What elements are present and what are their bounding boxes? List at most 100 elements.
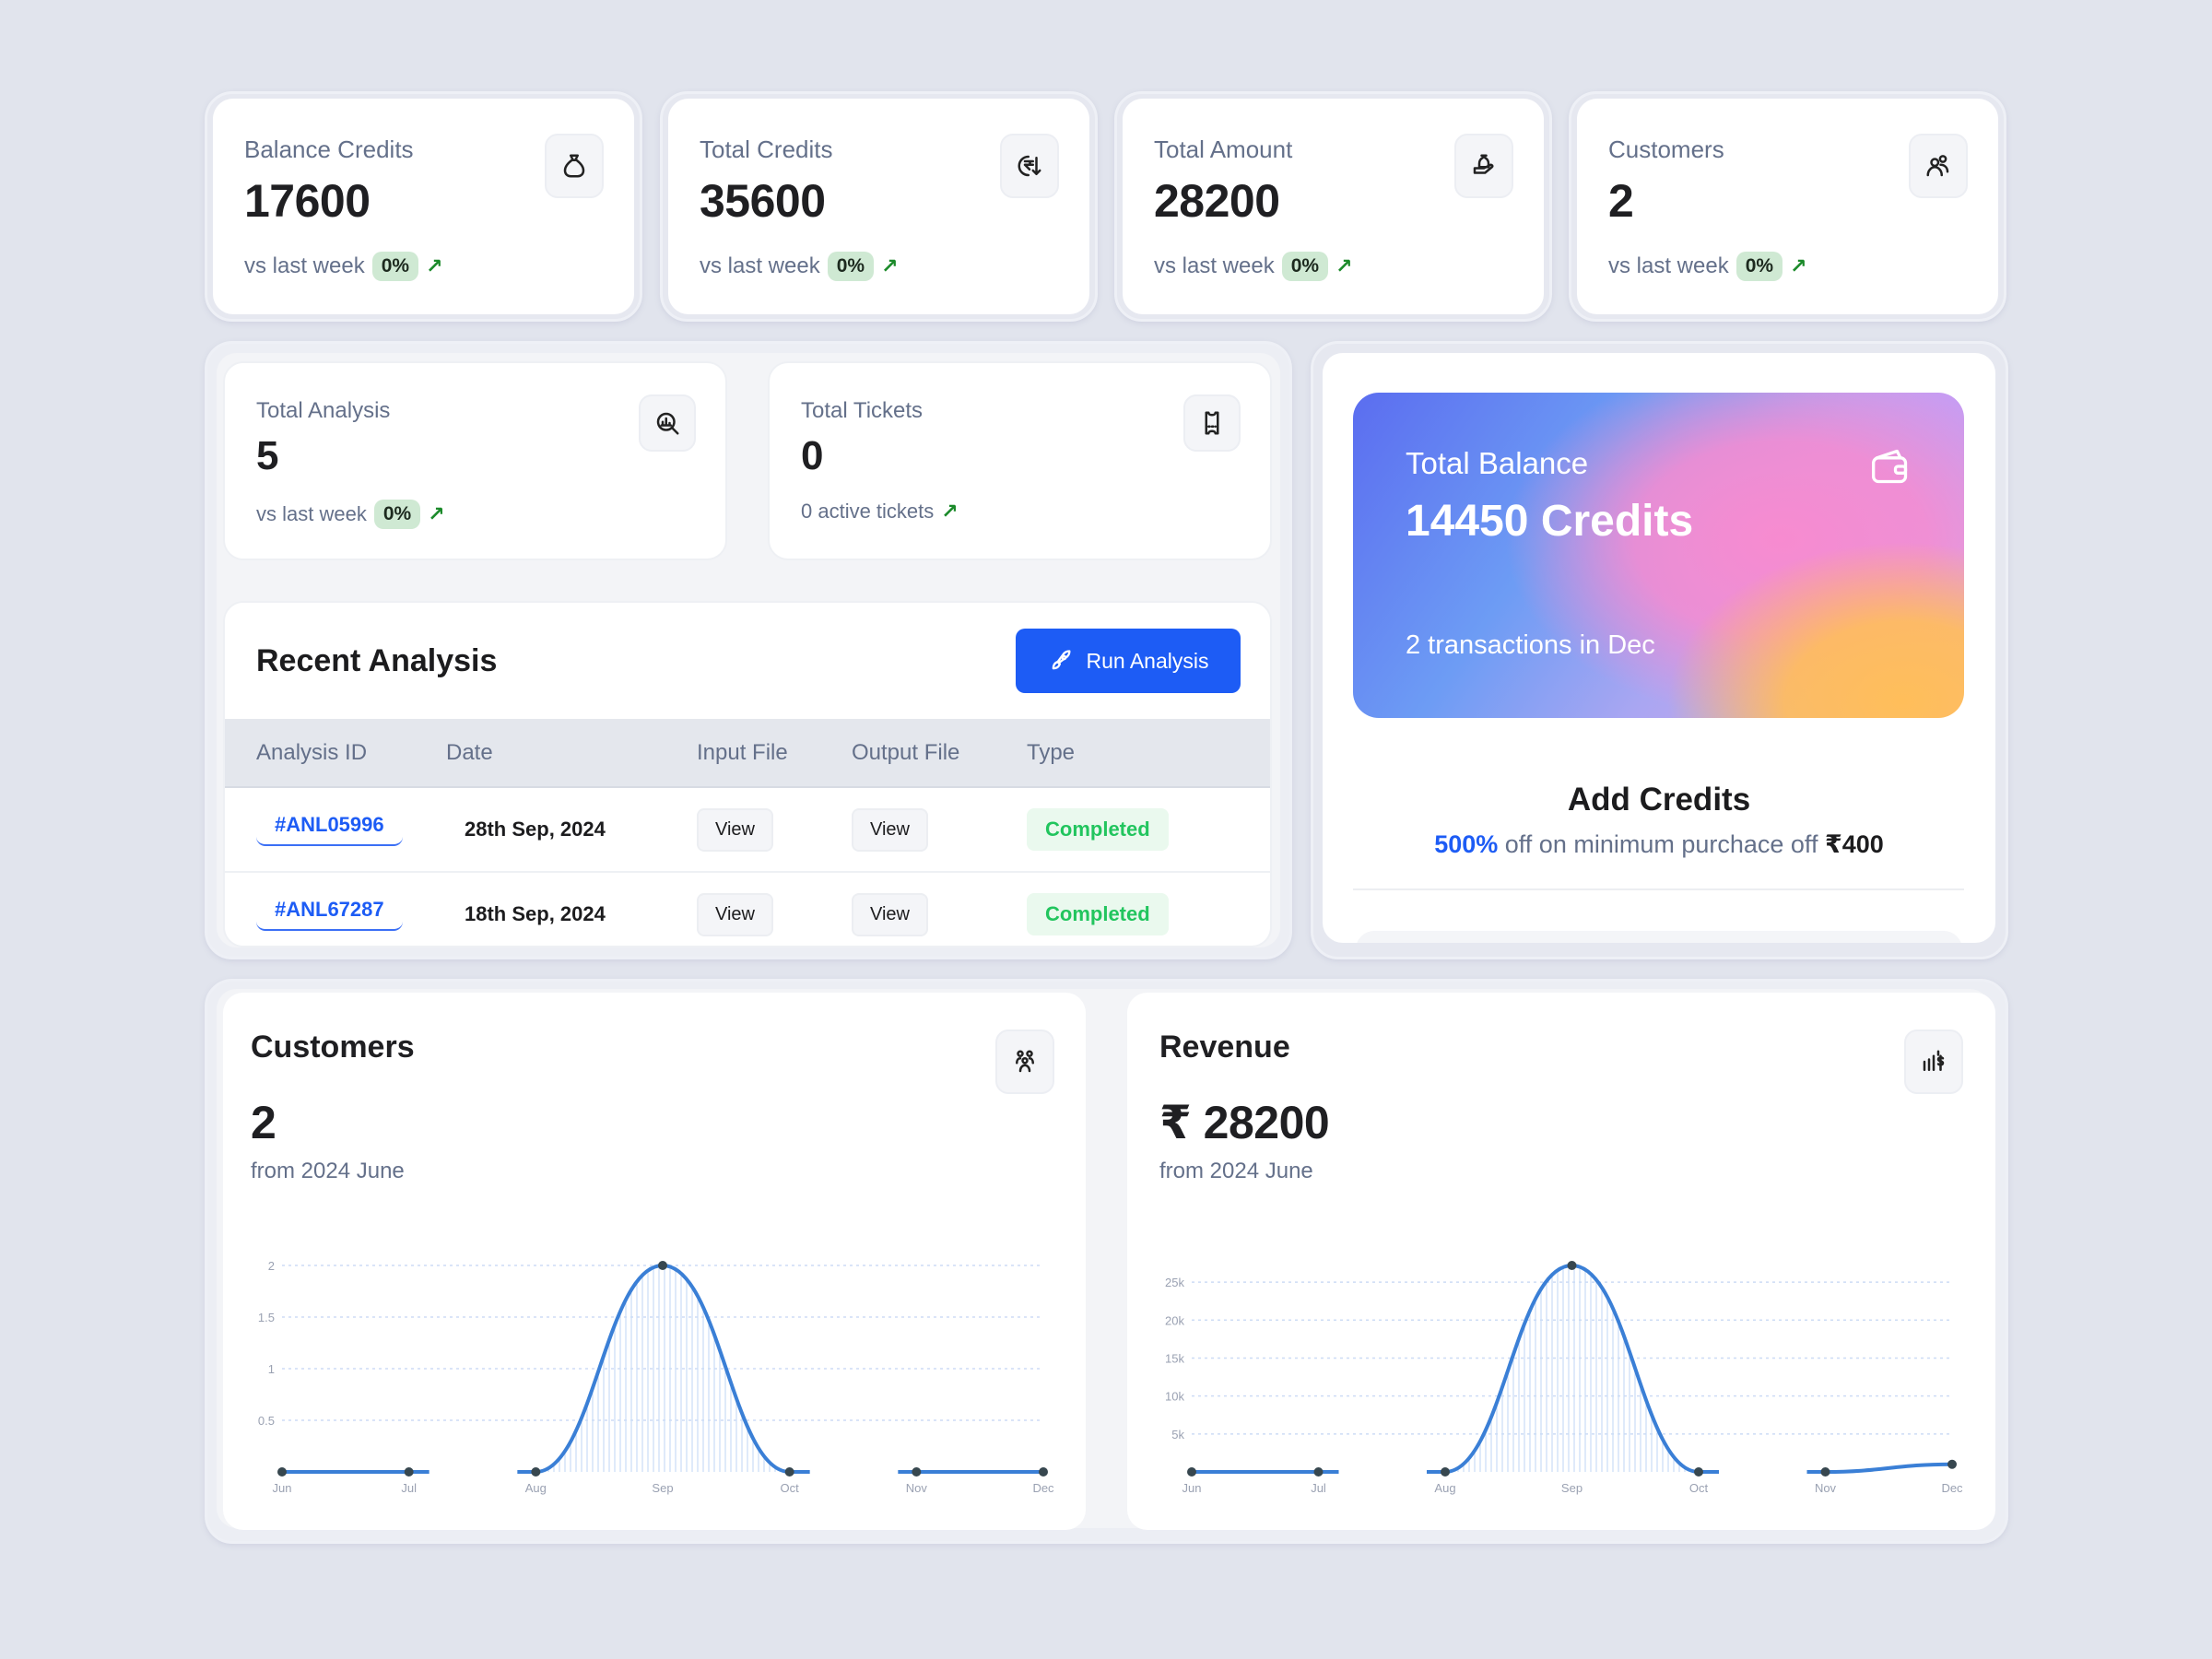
customers-chart-title: Customers [251,1030,415,1065]
col-input-file: Input File [697,719,852,788]
balance-value: 14450 Credits [1406,497,1694,546]
customers-chart-subtitle: from 2024 June [251,1159,405,1183]
view-output-button[interactable]: View [852,807,928,852]
total-amount-card: Total Amount 28200 vs last week 0% ↗ [1123,99,1544,314]
view-input-button[interactable]: View [697,892,773,936]
total-tickets-icon-button[interactable] [1183,394,1241,452]
recent-analysis-title: Recent Analysis [256,643,498,678]
svg-text:20k: 20k [1165,1313,1184,1327]
total-credits-card: Total Credits 35600 vs last week 0% ↗ [668,99,1089,314]
svg-text:5k: 5k [1171,1428,1184,1441]
balance-transactions: 2 transactions in Dec [1406,630,1655,660]
total-tickets-trend-text: 0 active tickets [801,500,935,523]
customers-label: Customers [1608,135,1724,163]
trend-up-arrow-icon: ↗ [941,500,959,523]
svg-text:Oct: Oct [781,1481,800,1495]
customers-trend: vs last week 0% ↗ [1608,252,1807,281]
hand-money-icon [1473,154,1494,174]
col-date: Date [446,719,697,788]
svg-text:Jun: Jun [273,1481,292,1495]
col-type: Type [1027,719,1270,788]
run-analysis-button[interactable]: Run Analysis [1016,629,1241,693]
balance-credits-label: Balance Credits [244,135,414,163]
view-output-button[interactable]: View [852,892,928,936]
total-analysis-trend-badge: 0% [373,500,421,529]
svg-text:Jun: Jun [1182,1481,1202,1495]
revenue-chart-icon-button[interactable] [1904,1030,1963,1094]
svg-text:10k: 10k [1165,1390,1184,1404]
offer-amount: ₹400 [1824,830,1884,858]
trend-up-arrow-icon: ↗ [428,502,445,525]
status-badge: Completed [1027,808,1169,851]
status-badge: Completed [1027,893,1169,935]
svg-text:1.5: 1.5 [258,1311,275,1324]
customers-card: Customers 2 vs last week 0% ↗ [1577,99,1998,314]
total-credits-trend-badge: 0% [827,252,875,281]
svg-text:Jul: Jul [1311,1481,1326,1495]
svg-text:Jul: Jul [401,1481,417,1495]
run-analysis-label: Run Analysis [1086,648,1209,673]
rupee-down-icon [1018,155,1041,177]
analysis-date: 28th Sep, 2024 [446,787,697,873]
trend-up-arrow-icon: ↗ [881,254,899,277]
svg-text:2: 2 [268,1259,275,1273]
svg-text:Aug: Aug [1434,1481,1455,1495]
svg-text:0.5: 0.5 [258,1414,275,1428]
customers-trend-text: vs last week [1608,253,1729,278]
svg-text:1: 1 [268,1362,275,1376]
total-tickets-card: Total Tickets 0 0 active tickets ↗ [768,361,1272,560]
revenue-chart-subtitle: from 2024 June [1159,1159,1313,1183]
revenue-chart-title: Revenue [1159,1030,1290,1065]
balance-credits-value: 17600 [244,175,371,227]
total-analysis-trend-text: vs last week [256,502,367,525]
revenue-line-chart: 5k 10k 15k 20k 25k Jun Jul Aug Sep Oct Nov Dec [1165,1261,1963,1495]
col-output-file: Output File [852,719,1027,788]
analysis-date: 18th Sep, 2024 [446,872,697,946]
offer-percent: 500% [1434,830,1499,858]
credit-options-row[interactable] [1356,931,1962,943]
total-amount-trend-badge: 0% [1281,252,1329,281]
view-input-button[interactable]: View [697,807,773,852]
offer-text: off on minimum purchace off [1498,830,1825,858]
customers-chart-card: Customers 2 from 2024 June 0.5 1 1.5 2 Jun Ju… [223,993,1086,1530]
ticket-icon [1205,411,1219,435]
balance-credits-icon-button[interactable] [545,134,604,198]
svg-text:Nov: Nov [906,1481,928,1495]
customers-trend-badge: 0% [1735,252,1783,281]
total-tickets-value: 0 [801,433,823,478]
revenue-bars-icon [1923,1050,1945,1071]
total-credits-icon-button[interactable] [1000,134,1059,198]
total-amount-trend-text: vs last week [1154,253,1275,278]
balance-label: Total Balance [1406,446,1589,480]
revenue-chart-card: Revenue ₹ 28200 from 2024 June 5k 10k 15k 2… [1127,993,1995,1530]
analysis-table: Analysis ID Date Input File Output File … [225,719,1270,946]
total-balance-card: Total Balance 14450 Credits 2 transactio… [1353,393,1964,718]
total-analysis-value: 5 [256,433,278,478]
search-chart-icon [656,412,679,435]
total-amount-value: 28200 [1154,175,1280,227]
col-analysis-id: Analysis ID [225,719,446,788]
wallet-icon [1872,449,1908,484]
customers-icon-button[interactable] [1909,134,1968,198]
total-tickets-trend: 0 active tickets ↗ [801,500,959,524]
svg-text:15k: 15k [1165,1351,1184,1365]
svg-text:Dec: Dec [1032,1481,1054,1495]
svg-text:25k: 25k [1165,1276,1184,1289]
analysis-id-link[interactable]: #ANL05996 [256,813,403,846]
balance-credits-card: Balance Credits 17600 vs last week 0% ↗ [213,99,634,314]
total-analysis-icon-button[interactable] [639,394,696,452]
customers-chart-icon-button[interactable] [995,1030,1054,1094]
money-bag-icon [563,154,585,178]
analysis-id-link[interactable]: #ANL67287 [256,898,403,931]
customers-line-chart: 0.5 1 1.5 2 Jun Jul Aug Sep Oct Nov Dec [258,1259,1054,1495]
total-amount-icon-button[interactable] [1454,134,1513,198]
total-analysis-trend: vs last week 0% ↗ [256,500,445,529]
table-row: #ANL05996 28th Sep, 2024 View View Completed [225,787,1270,873]
total-analysis-label: Total Analysis [256,398,391,423]
trend-up-arrow-icon: ↗ [1335,254,1353,277]
svg-text:Nov: Nov [1815,1481,1837,1495]
users-icon [1926,155,1949,177]
recent-analysis-card: Recent Analysis Run Analysis Analysis ID… [223,601,1272,947]
svg-text:Aug: Aug [525,1481,547,1495]
customers-value: 2 [1608,175,1634,227]
